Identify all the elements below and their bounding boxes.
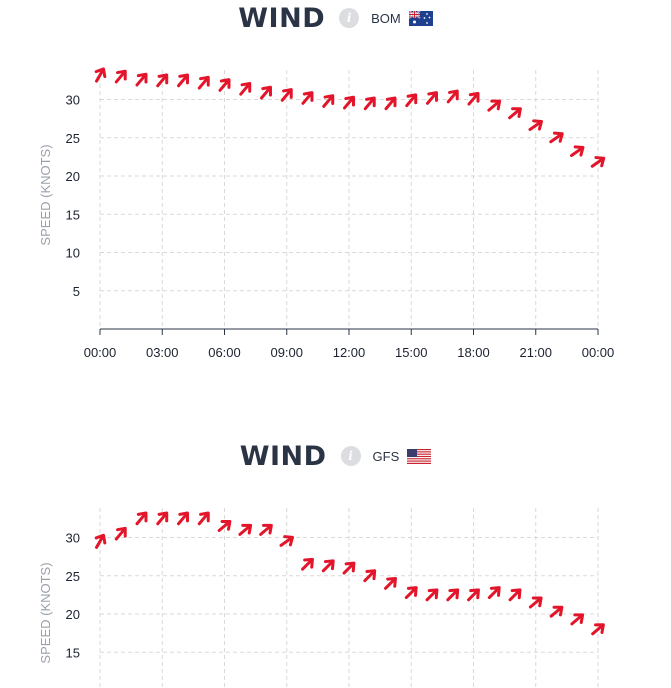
wind-arrow-marker[interactable] [112, 525, 129, 542]
wind-arrow-marker[interactable] [382, 575, 399, 592]
wind-arrow-marker[interactable] [382, 95, 399, 112]
wind-arrow-marker[interactable] [299, 89, 316, 106]
y-tick-label: 25 [66, 131, 80, 146]
wind-arrow-marker[interactable] [424, 586, 441, 603]
wind-arrow-marker[interactable] [341, 94, 358, 111]
wind-arrow-marker[interactable] [175, 72, 192, 89]
x-tick-label: 12:00 [333, 345, 366, 360]
wind-plot-area: 5 10 15 20 25 30 SPEED (KNOTS) 00:00 03:00 06:00 0… [38, 66, 615, 360]
wind-arrow-marker[interactable] [175, 510, 192, 527]
wind-arrow-marker[interactable] [361, 567, 378, 584]
wind-arrow-marker[interactable] [278, 86, 295, 103]
wind-arrow-marker[interactable] [527, 594, 544, 611]
info-icon[interactable]: i [340, 446, 361, 466]
y-tick-label: 15 [66, 207, 80, 222]
wind-arrow-marker[interactable] [548, 130, 565, 146]
wind-arrow-marker[interactable] [486, 97, 503, 114]
wind-arrow-marker[interactable] [465, 90, 482, 107]
y-axis-title: SPEED (KNOTS) [38, 144, 53, 245]
y-tick-label: 5 [73, 284, 80, 299]
wind-arrow-marker[interactable] [548, 603, 565, 620]
x-tick-label: 00:00 [582, 345, 615, 360]
wind-arrow-marker[interactable] [195, 510, 212, 527]
wind-arrow-marker[interactable] [403, 584, 420, 601]
wind-plot-area: 15 20 25 30 SPEED (KNOTS) [38, 508, 606, 688]
australia-flag-icon [408, 9, 433, 26]
wind-arrow-marker[interactable] [527, 117, 544, 133]
usa-flag-icon [407, 448, 432, 464]
wind-arrow-marker[interactable] [133, 510, 150, 527]
wind-arrow-marker[interactable] [361, 95, 378, 112]
y-tick-label: 30 [66, 531, 80, 546]
wind-arrow-marker[interactable] [258, 84, 275, 101]
wind-arrow-marker[interactable] [507, 586, 524, 603]
wind-arrow-marker[interactable] [278, 533, 295, 549]
wind-chart-gfs: WIND i GFS 15 20 25 30 SPEED (KNOTS) [0, 438, 671, 688]
info-icon[interactable]: i [339, 8, 360, 28]
source-label: BOM [371, 10, 401, 26]
y-tick-label: 10 [66, 246, 80, 261]
y-tick-label: 20 [66, 169, 80, 184]
wind-arrow-marker[interactable] [154, 72, 171, 89]
wind-arrow-marker[interactable] [465, 586, 482, 603]
wind-arrow-marker[interactable] [589, 154, 606, 170]
x-tick-label: 06:00 [208, 345, 241, 360]
wind-arrow-marker[interactable] [216, 518, 233, 535]
chart-header: WIND i GFS [0, 438, 671, 474]
chart-header: WIND i BOM [0, 0, 671, 36]
chart-title: WIND [238, 2, 326, 34]
wind-arrow-marker[interactable] [569, 611, 586, 628]
wind-arrow-marker[interactable] [237, 522, 254, 539]
y-tick-label: 15 [66, 645, 80, 660]
wind-arrow-marker[interactable] [257, 522, 274, 539]
wind-arrow-marker[interactable] [444, 586, 461, 603]
wind-arrow-marker[interactable] [403, 92, 420, 109]
wind-arrow-marker[interactable] [112, 68, 129, 85]
x-tick-label: 21:00 [519, 345, 552, 360]
x-tick-label: 00:00 [84, 345, 117, 360]
wind-arrow-marker[interactable] [341, 560, 358, 577]
wind-arrow-marker[interactable] [299, 556, 316, 573]
wind-arrow-marker[interactable] [486, 584, 503, 601]
wind-arrow-marker[interactable] [133, 71, 150, 88]
wind-arrow-marker[interactable] [444, 88, 461, 105]
wind-arrow-marker[interactable] [424, 89, 441, 106]
wind-arrow-marker[interactable] [506, 105, 523, 122]
chart-title: WIND [239, 440, 327, 472]
wind-arrow-marker[interactable] [195, 74, 212, 91]
wind-chart-bom: WIND i BOM 5 10 15 20 25 30 SPEED (KNOTS) 00:00… [0, 0, 671, 361]
x-tick-label: 09:00 [270, 345, 303, 360]
y-tick-label: 30 [66, 93, 80, 108]
y-tick-label: 25 [66, 569, 80, 584]
x-tick-label: 03:00 [146, 345, 179, 360]
wind-arrow-marker[interactable] [569, 143, 586, 159]
wind-arrow-marker[interactable] [237, 80, 254, 97]
y-tick-label: 20 [66, 607, 80, 622]
wind-arrow-marker[interactable] [320, 557, 337, 574]
x-tick-label: 18:00 [457, 345, 490, 360]
source-label: GFS [372, 448, 400, 464]
wind-arrow-marker[interactable] [589, 621, 606, 638]
x-tick-label: 15:00 [395, 345, 428, 360]
wind-arrow-marker[interactable] [154, 510, 171, 527]
y-axis-title: SPEED (KNOTS) [38, 562, 53, 663]
wind-arrow-marker[interactable] [92, 66, 108, 83]
wind-arrow-marker[interactable] [320, 92, 337, 109]
wind-arrow-marker[interactable] [92, 533, 108, 550]
wind-arrow-marker[interactable] [216, 76, 233, 93]
